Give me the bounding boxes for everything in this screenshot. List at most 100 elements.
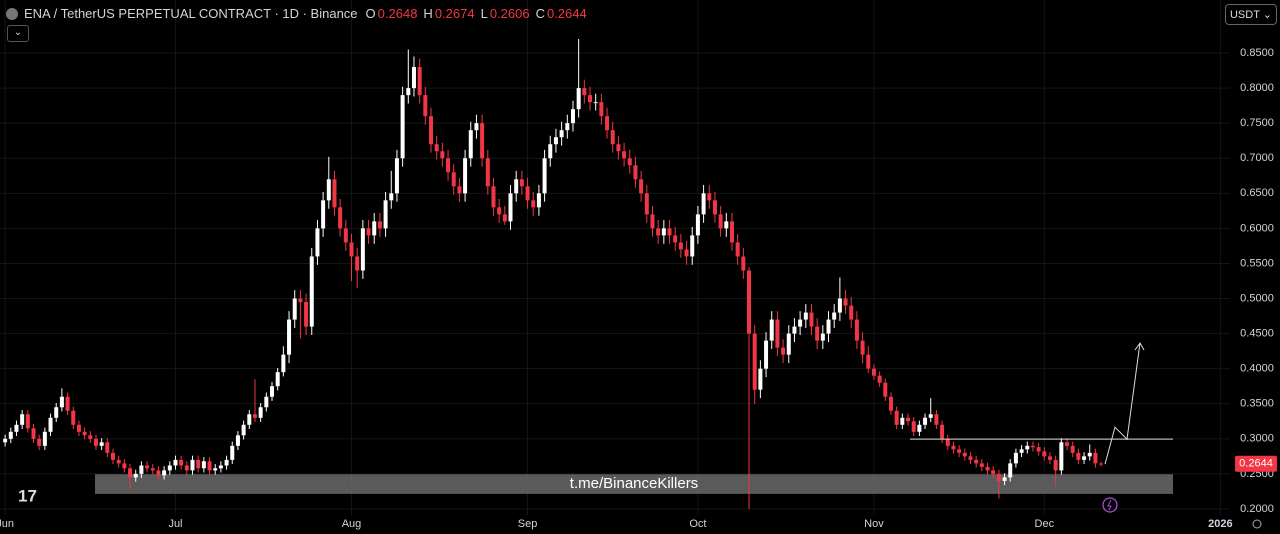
- candle-body: [116, 459, 121, 464]
- candle-body: [468, 130, 473, 159]
- x-tick-label: Sep: [518, 518, 538, 530]
- collapse-button[interactable]: ⌄: [7, 25, 29, 42]
- candle-body: [184, 465, 189, 471]
- candle-body: [315, 228, 320, 257]
- y-tick-label: 0.5000: [1240, 292, 1274, 304]
- candle-body: [270, 386, 275, 397]
- candle-body: [934, 414, 939, 425]
- candle-body: [349, 242, 354, 257]
- candle-body: [928, 414, 933, 418]
- candle-body: [139, 465, 144, 474]
- candle-body: [343, 228, 348, 243]
- price-badge: [1235, 455, 1277, 472]
- candle-body: [71, 410, 76, 425]
- ohlc-label: L: [480, 6, 488, 21]
- symbol: ENA / TetherUS PERPETUAL CONTRACT · 1D ·…: [24, 6, 358, 21]
- candle-body: [99, 442, 104, 446]
- candle-body: [145, 465, 150, 469]
- y-tick-label: 0.6000: [1240, 222, 1274, 234]
- candle-body: [377, 221, 382, 229]
- candle-body: [309, 256, 314, 327]
- y-tick-label: 0.3500: [1240, 398, 1274, 410]
- candle-body: [287, 319, 292, 355]
- candle-body: [695, 214, 700, 236]
- candle-body: [815, 326, 820, 341]
- candle-body: [451, 172, 456, 187]
- candle-body: [616, 144, 621, 152]
- candle-body: [474, 123, 479, 131]
- candle-body: [900, 417, 905, 425]
- x-tick-label: Jun: [0, 518, 14, 530]
- currency: USDT: [1229, 9, 1260, 21]
- y-tick-label: 0.4500: [1240, 328, 1274, 340]
- candle-body: [59, 396, 64, 408]
- candle-body: [76, 424, 81, 432]
- currency-button[interactable]: USDT ⌄: [1224, 4, 1277, 25]
- candle-body: [88, 435, 93, 439]
- candle-body: [684, 249, 689, 257]
- candle-body: [252, 414, 257, 418]
- candle-body: [502, 214, 507, 222]
- candle-body: [860, 340, 865, 355]
- candle-body: [1076, 452, 1081, 460]
- candle-body: [525, 186, 530, 201]
- candle-body: [781, 347, 786, 355]
- candle-body: [690, 235, 695, 257]
- y-tick-label: 0.6500: [1240, 187, 1274, 199]
- candle-body: [775, 319, 780, 348]
- candle-body: [389, 193, 394, 201]
- candle-body: [854, 319, 859, 341]
- plot: t.me/BinanceKillers: [3, 39, 1173, 509]
- price-badge-label: 0.2644: [1239, 458, 1273, 470]
- candle-body: [792, 326, 797, 334]
- candle-body: [837, 298, 842, 313]
- lightning-icon[interactable]: [1102, 497, 1118, 513]
- candle-body: [866, 354, 871, 369]
- candle-body: [485, 158, 490, 187]
- candle-body: [644, 193, 649, 215]
- candle-body: [201, 461, 206, 469]
- candle-body: [968, 456, 973, 460]
- ohlc-value: 0.2648: [377, 6, 418, 21]
- candle-body: [1042, 451, 1047, 457]
- candle-body: [190, 459, 195, 471]
- candle-body: [758, 368, 763, 390]
- candle-body: [979, 463, 984, 467]
- candle-body: [480, 123, 485, 159]
- candle-body: [440, 151, 445, 159]
- x-tick-label: Jul: [168, 518, 182, 530]
- candle-body: [3, 438, 8, 443]
- x-tick-label: 2026: [1208, 518, 1232, 530]
- candle-body: [593, 102, 598, 104]
- candle-body: [911, 421, 916, 432]
- candle-body: [894, 410, 899, 425]
- candle-body: [729, 221, 734, 243]
- candle-body: [798, 319, 803, 327]
- candle-body: [605, 116, 610, 131]
- candle-body: [1008, 463, 1013, 478]
- candle-body: [940, 424, 945, 439]
- candle-body: [1059, 442, 1064, 471]
- settings-icon[interactable]: [1252, 519, 1262, 529]
- candle-body: [258, 407, 263, 418]
- candle-body: [326, 179, 331, 201]
- candle-body: [536, 193, 541, 208]
- candle-body: [752, 333, 757, 390]
- y-tick-label: 0.7500: [1240, 117, 1274, 129]
- ohlc-label: C: [535, 6, 545, 21]
- candle-body: [224, 459, 229, 466]
- header: ENA / TetherUS PERPETUAL CONTRACT · 1D ·…: [6, 6, 591, 21]
- candle-body: [150, 468, 155, 471]
- candle-body: [321, 200, 326, 229]
- candle-body: [1093, 452, 1098, 464]
- candle-body: [996, 473, 1001, 481]
- tv-logo: 17: [18, 486, 37, 505]
- candle-body: [338, 207, 343, 229]
- candle-body: [718, 214, 723, 229]
- candle-body: [673, 235, 678, 243]
- candle-body: [724, 221, 729, 229]
- candle-body: [235, 435, 240, 446]
- candle-body: [156, 470, 161, 476]
- candle-body: [304, 302, 309, 327]
